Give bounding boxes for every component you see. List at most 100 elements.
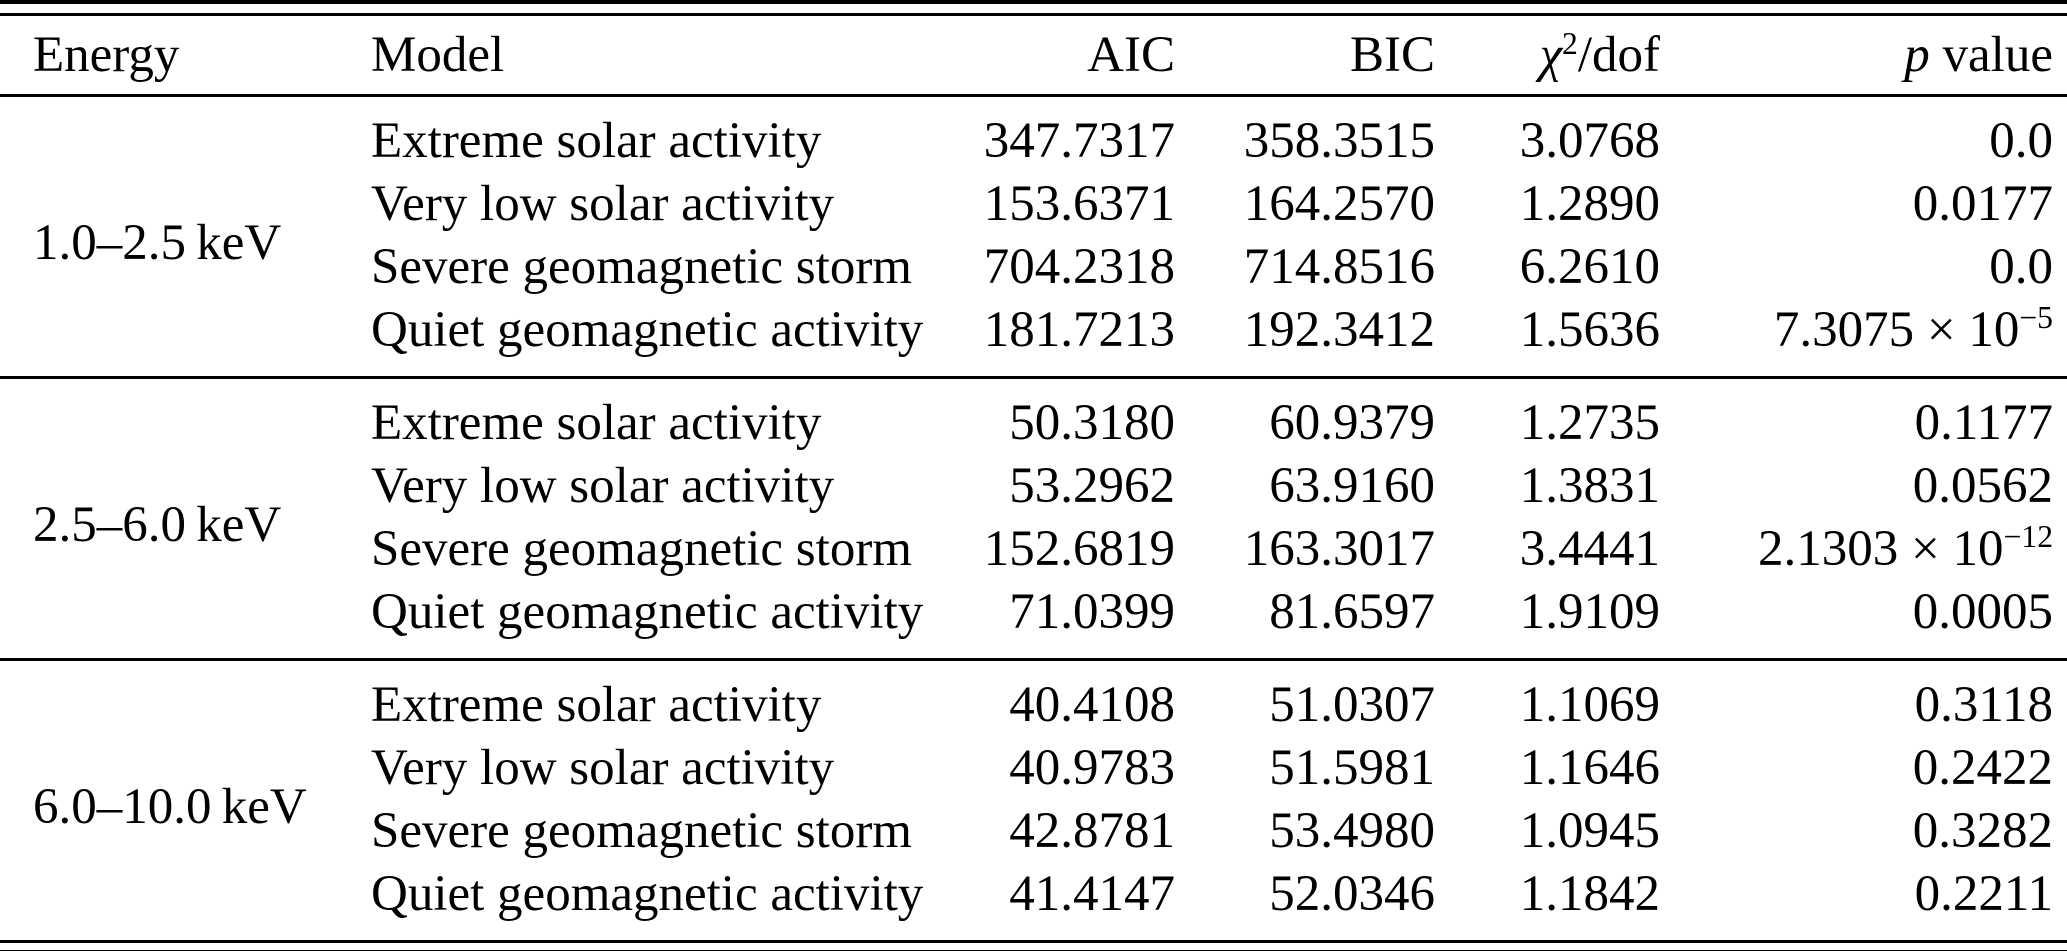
cell-p-value: 0.2422 xyxy=(1660,736,2067,799)
cell-model: Quiet geomagnetic activity xyxy=(371,301,924,358)
cell-bic: 51.5981 xyxy=(1269,739,1435,796)
cell-bic: 358.3515 xyxy=(1243,112,1435,169)
bottom-thin-rule xyxy=(0,940,2067,943)
col-header-chi2-dof: χ2/dof xyxy=(1435,16,1660,96)
table-row: 6.0–10.0 keV Extreme solar activity 40.4… xyxy=(0,660,2067,835)
p-value-base: 0.3118 xyxy=(1914,676,2053,733)
cell-aic: 53.2962 xyxy=(1009,457,1175,514)
table-row: Quiet geomagnetic activity 181.7213 192.… xyxy=(0,298,2067,378)
cell-p-value: 0.3118 xyxy=(1660,660,2067,737)
cell-chi2-dof: 6.2610 xyxy=(1519,238,1660,295)
table-row: Quiet geomagnetic activity 71.0399 81.65… xyxy=(0,580,2067,660)
header-row: Energy Model AIC BIC χ2/dof p value xyxy=(0,16,2067,96)
cell-chi2-dof: 1.1069 xyxy=(1519,676,1660,733)
p-value-base: 2.1303 × 10 xyxy=(1758,520,2004,577)
cell-p-value: 2.1303 × 10−12 xyxy=(1660,517,2067,580)
cell-chi2-dof: 1.2735 xyxy=(1519,394,1660,451)
table-row: Very low solar activity 53.2962 63.9160 … xyxy=(0,454,2067,517)
table-row: Very low solar activity 153.6371 164.257… xyxy=(0,172,2067,235)
cell-chi2-dof: 1.0945 xyxy=(1519,802,1660,859)
cell-aic: 40.9783 xyxy=(1009,739,1175,796)
cell-model: Extreme solar activity xyxy=(371,112,822,169)
cell-aic: 41.4147 xyxy=(1009,865,1175,922)
table-row: Quiet geomagnetic activity 41.4147 52.03… xyxy=(0,862,2067,940)
energy-band-label: 6.0–10.0 keV xyxy=(33,778,307,835)
cell-model: Extreme solar activity xyxy=(371,394,822,451)
cell-model: Very low solar activity xyxy=(371,175,835,232)
cell-p-value: 0.3282 xyxy=(1660,799,2067,862)
cell-aic: 40.4108 xyxy=(1009,676,1175,733)
cell-bic: 60.9379 xyxy=(1269,394,1435,451)
cell-p-value: 0.1177 xyxy=(1660,378,2067,455)
cell-bic: 164.2570 xyxy=(1243,175,1435,232)
cell-aic: 153.6371 xyxy=(983,175,1175,232)
col-header-bic: BIC xyxy=(1349,27,1435,83)
cell-p-value: 0.2211 xyxy=(1660,862,2067,940)
cell-model: Severe geomagnetic storm xyxy=(371,802,912,859)
energy-block-3: 6.0–10.0 keV Extreme solar activity 40.4… xyxy=(0,659,2067,941)
p-value-base: 0.0177 xyxy=(1912,175,2053,232)
cell-bic: 63.9160 xyxy=(1269,457,1435,514)
p-symbol: p xyxy=(1904,27,1930,83)
cell-p-value: 0.0005 xyxy=(1660,580,2067,660)
cell-bic: 192.3412 xyxy=(1243,301,1435,358)
cell-chi2-dof: 1.2890 xyxy=(1519,175,1660,232)
cell-chi2-dof: 1.3831 xyxy=(1519,457,1660,514)
cell-p-value: 0.0 xyxy=(1660,235,2067,298)
cell-chi2-dof: 1.1646 xyxy=(1519,739,1660,796)
p-value-text: value xyxy=(1929,27,2053,83)
p-value-base: 0.0 xyxy=(1989,112,2053,169)
cell-model: Severe geomagnetic storm xyxy=(371,238,912,295)
energy-band-label: 2.5–6.0 keV xyxy=(33,496,282,553)
chi-dof-text: /dof xyxy=(1577,27,1660,83)
p-value-exponent: −12 xyxy=(2003,519,2053,555)
cell-aic: 152.6819 xyxy=(983,520,1175,577)
cell-bic: 52.0346 xyxy=(1269,865,1435,922)
p-value-base: 0.2211 xyxy=(1914,865,2053,922)
p-value-exponent: −5 xyxy=(2019,300,2053,336)
energy-block-1: 1.0–2.5 keV Extreme solar activity 347.7… xyxy=(0,96,2067,378)
cell-p-value: 7.3075 × 10−5 xyxy=(1660,298,2067,378)
cell-aic: 704.2318 xyxy=(983,238,1175,295)
top-rule-gap xyxy=(0,4,2067,13)
col-header-p-value: p value xyxy=(1660,16,2067,96)
cell-bic: 53.4980 xyxy=(1269,802,1435,859)
cell-model: Extreme solar activity xyxy=(371,676,822,733)
col-header-model: Model xyxy=(371,27,505,83)
cell-chi2-dof: 1.1842 xyxy=(1519,865,1660,922)
cell-model: Severe geomagnetic storm xyxy=(371,520,912,577)
model-comparison-table: Energy Model AIC BIC χ2/dof p value 1.0–… xyxy=(0,16,2067,940)
cell-chi2-dof: 1.5636 xyxy=(1519,301,1660,358)
cell-bic: 81.6597 xyxy=(1269,583,1435,640)
cell-bic: 51.0307 xyxy=(1269,676,1435,733)
cell-model: Quiet geomagnetic activity xyxy=(371,583,924,640)
cell-bic: 163.3017 xyxy=(1243,520,1435,577)
col-header-energy: Energy xyxy=(33,27,180,83)
cell-aic: 347.7317 xyxy=(983,112,1175,169)
energy-band-label: 1.0–2.5 keV xyxy=(33,214,282,271)
p-value-base: 0.1177 xyxy=(1914,394,2053,451)
cell-chi2-dof: 3.4441 xyxy=(1519,520,1660,577)
table-row: Very low solar activity 40.9783 51.5981 … xyxy=(0,736,2067,799)
cell-model: Very low solar activity xyxy=(371,457,835,514)
top-thin-rule xyxy=(0,13,2067,16)
table-row: 2.5–6.0 keV Extreme solar activity 50.31… xyxy=(0,378,2067,553)
table-header: Energy Model AIC BIC χ2/dof p value xyxy=(0,16,2067,96)
cell-p-value: 0.0 xyxy=(1660,96,2067,173)
col-header-aic: AIC xyxy=(1087,27,1175,83)
p-value-base: 7.3075 × 10 xyxy=(1773,301,2020,358)
cell-model: Quiet geomagnetic activity xyxy=(371,865,924,922)
cell-p-value: 0.0177 xyxy=(1660,172,2067,235)
cell-p-value: 0.0562 xyxy=(1660,454,2067,517)
bottom-rule-gap xyxy=(0,943,2067,950)
chi-superscript: 2 xyxy=(1562,25,1578,61)
p-value-base: 0.2422 xyxy=(1912,739,2053,796)
p-value-base: 0.0 xyxy=(1989,238,2053,295)
table-row: Severe geomagnetic storm 704.2318 714.85… xyxy=(0,235,2067,298)
table-row: Severe geomagnetic storm 152.6819 163.30… xyxy=(0,517,2067,580)
cell-bic: 714.8516 xyxy=(1243,238,1435,295)
cell-aic: 181.7213 xyxy=(983,301,1175,358)
cell-aic: 71.0399 xyxy=(1009,583,1175,640)
table-row: 1.0–2.5 keV Extreme solar activity 347.7… xyxy=(0,96,2067,271)
